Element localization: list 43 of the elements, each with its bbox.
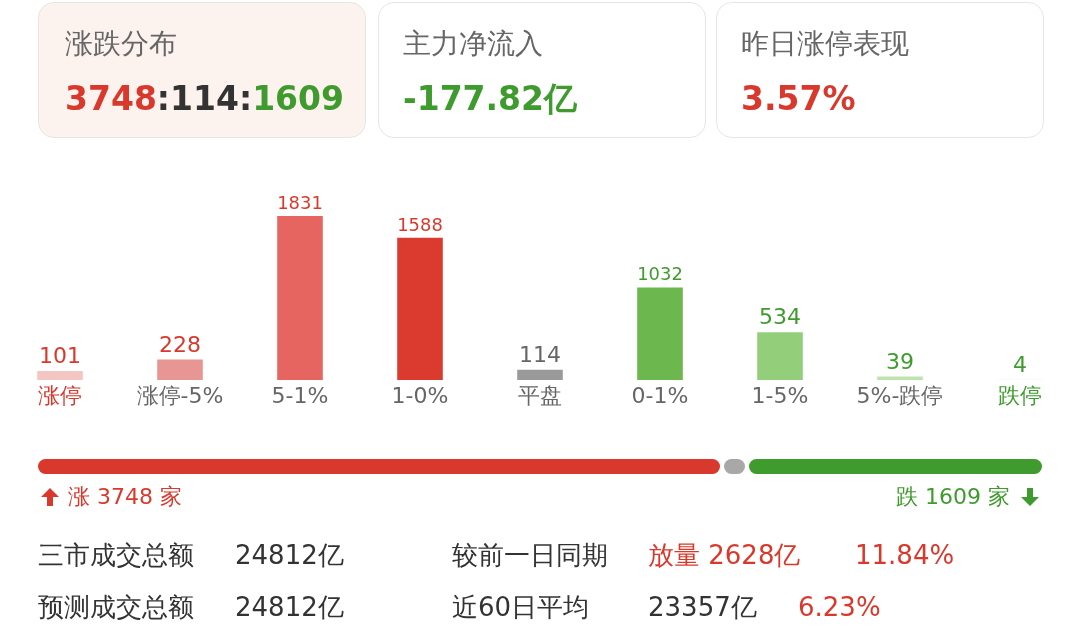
bar — [637, 287, 683, 380]
text: 预测成交总额 — [38, 592, 194, 622]
text: 近60日平均 — [452, 592, 590, 622]
data-label: 1588 — [397, 213, 443, 235]
x-tick-label: 1-5% — [751, 383, 809, 408]
text: -177.82亿 — [403, 79, 578, 118]
x-tick-label: 5-1% — [271, 383, 329, 408]
x-tick-label: 5%-跌停 — [856, 383, 944, 408]
bar — [37, 370, 83, 380]
text: 涨跌分布 — [65, 27, 177, 60]
bar — [157, 359, 203, 380]
data-label: 1831 — [277, 191, 323, 213]
x-tick-label: 0-1% — [631, 383, 689, 408]
x-tick-label: 涨停-5% — [136, 383, 224, 408]
data-label: 1032 — [637, 263, 683, 285]
data-label: 101 — [39, 342, 81, 368]
text: 23357亿 — [648, 592, 757, 622]
text: 跌 1609 家 — [896, 484, 1010, 509]
x-tick-label: 平盘 — [518, 383, 562, 408]
text: 主力净流入 — [403, 27, 543, 60]
data-label: 114 — [519, 341, 561, 367]
text: 3748:114:1609 — [65, 79, 345, 118]
data-label: 534 — [759, 304, 801, 330]
text: 24812亿 — [235, 540, 344, 570]
data-label: 39 — [886, 348, 914, 374]
text: 三市成交总额 — [38, 540, 194, 570]
text: 放量 2628亿 — [648, 540, 801, 570]
text: 3.57% — [741, 79, 856, 118]
data-label: 228 — [159, 331, 201, 357]
text: 11.84% — [855, 540, 955, 570]
text: 昨日涨停表现 — [741, 27, 909, 60]
text: 涨 3748 家 — [68, 484, 182, 509]
bar — [397, 237, 443, 380]
text: 较前一日同期 — [452, 540, 608, 570]
data-label: 4 — [1013, 351, 1027, 377]
bar — [517, 369, 563, 380]
x-tick-label: 1-0% — [391, 383, 449, 408]
x-tick-label: 涨停 — [38, 383, 82, 408]
text: 24812亿 — [235, 592, 344, 622]
bar — [277, 216, 323, 380]
x-tick-label: 跌停 — [998, 383, 1042, 408]
text: 6.23% — [798, 592, 881, 622]
bar — [757, 332, 803, 380]
